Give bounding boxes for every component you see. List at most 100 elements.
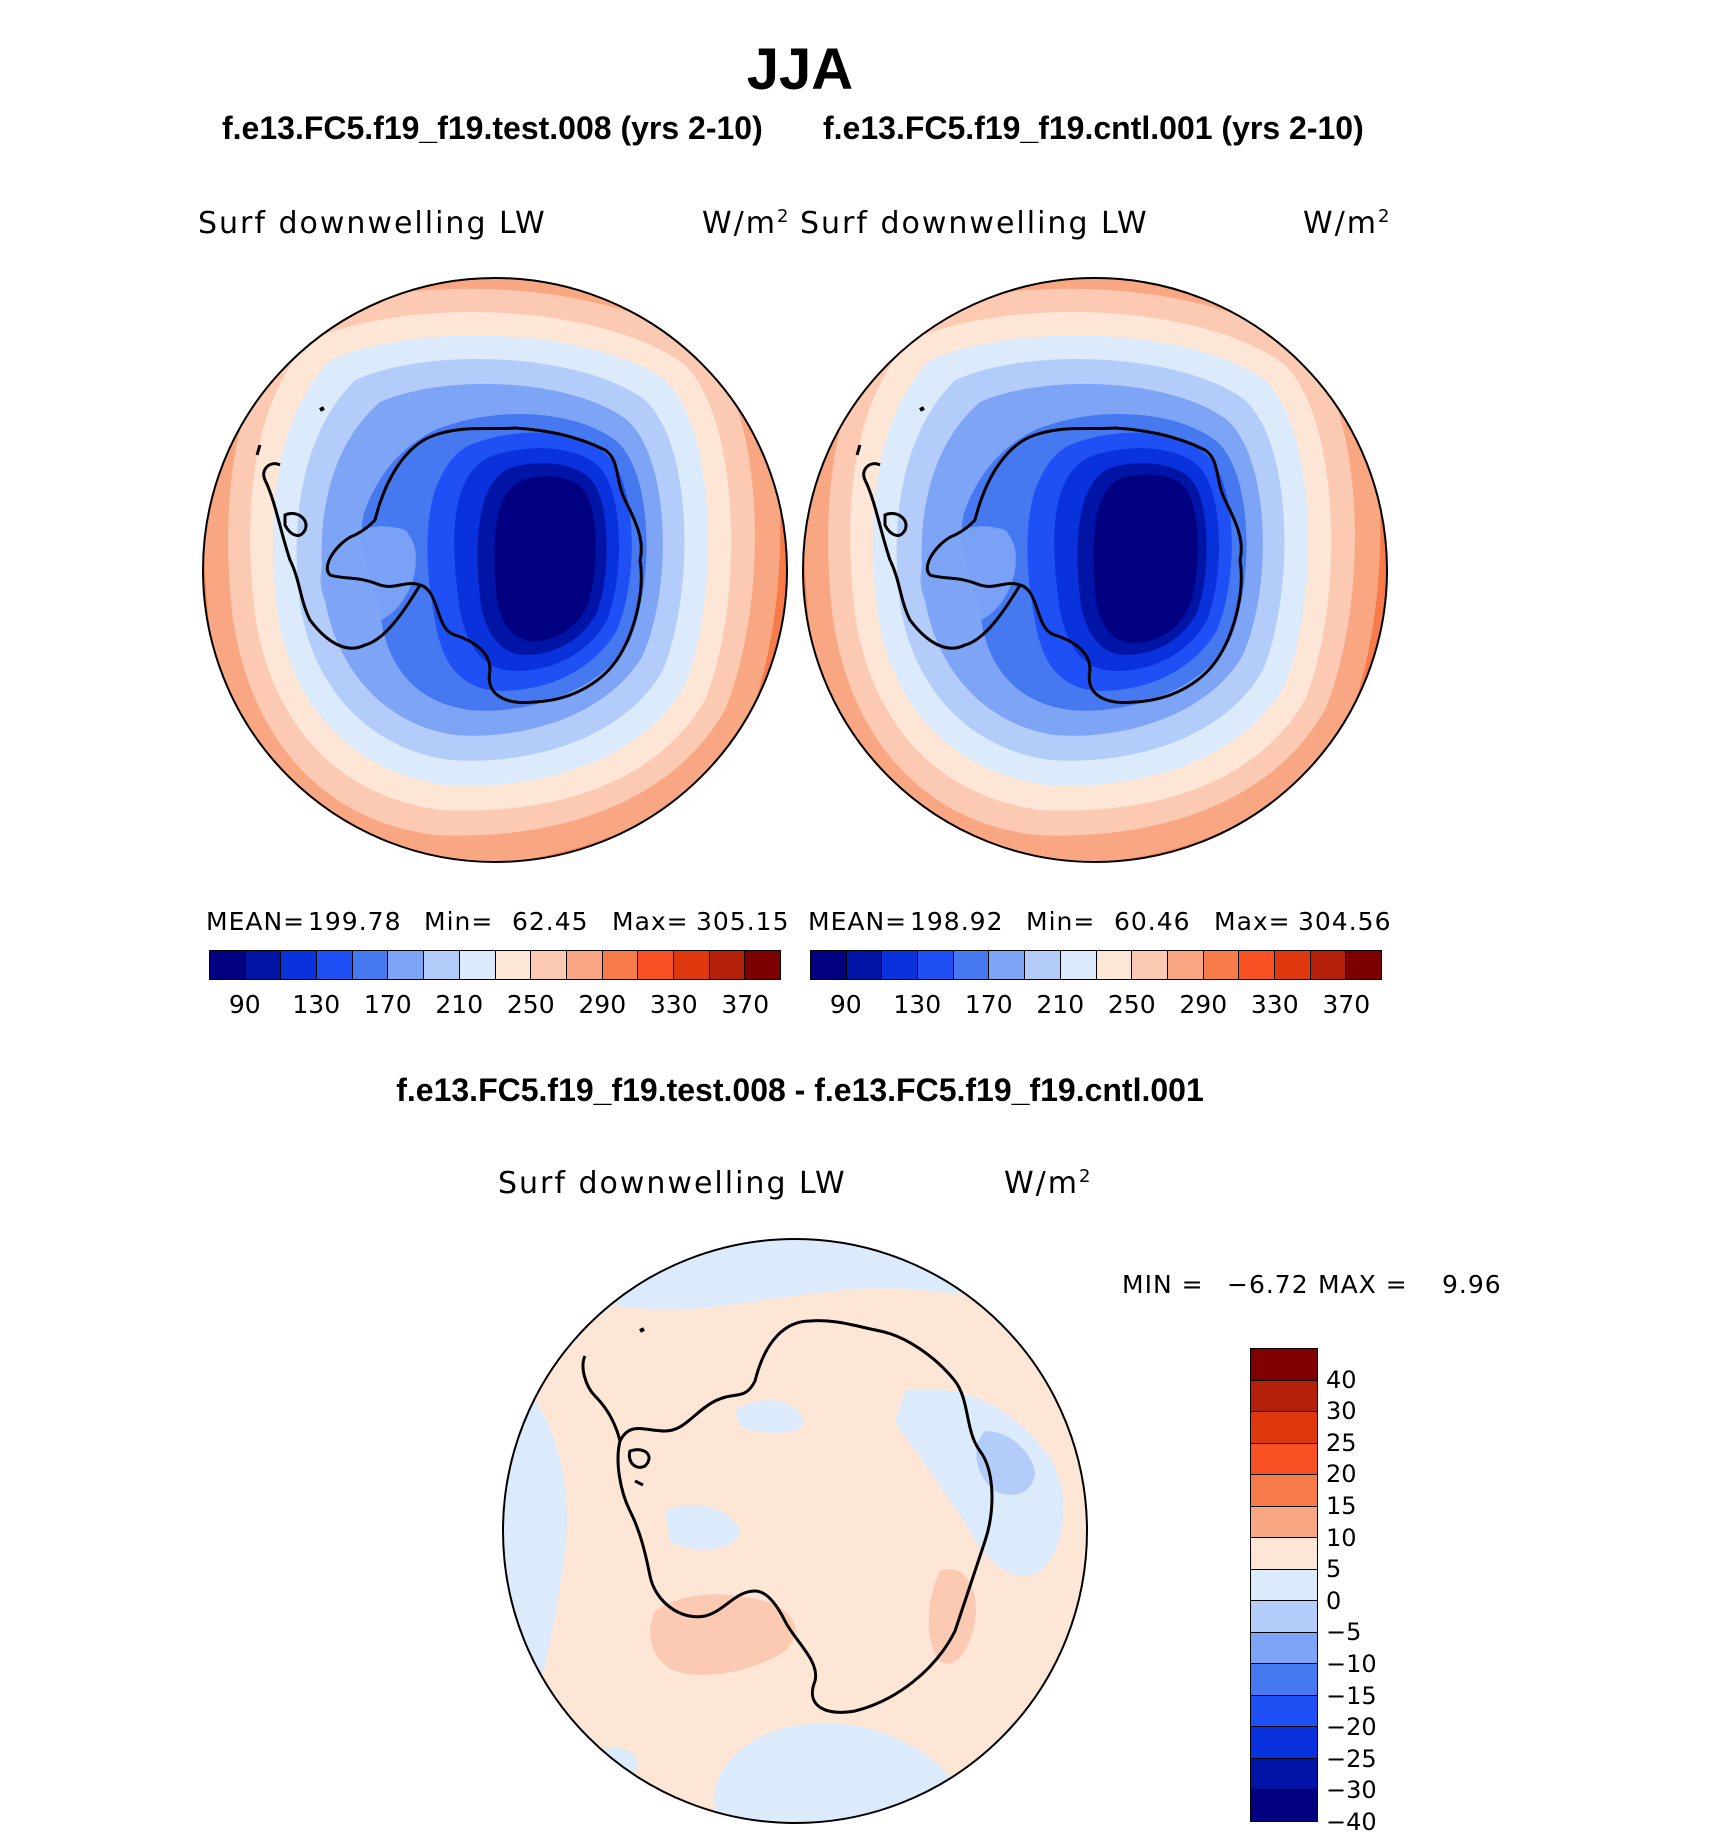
difference-colorbar-swatch [1251,1727,1317,1759]
test-min-label: Min= [424,907,494,936]
diff-max-value: 9.96 [1442,1270,1502,1299]
test-colorbar-swatch [388,951,425,979]
control-colorbar-tick-label: 170 [964,990,1013,1019]
difference-colorbar-swatch [1251,1412,1317,1444]
control-colorbar-tick-label: 210 [1036,990,1085,1019]
control-variable-label: Surf downwelling LW [800,206,1149,241]
diff-variable-label: Surf downwelling LW [498,1166,847,1201]
control-max-value: 304.56 [1298,907,1392,936]
difference-title: f.e13.FC5.f19_f19.test.008 - f.e13.FC5.f… [396,1072,1204,1108]
difference-colorbar-tick-label: −15 [1326,1681,1377,1710]
difference-colorbar-swatch [1251,1538,1317,1570]
test-colorbar-swatch [673,951,710,979]
test-colorbar-swatch [566,951,603,979]
difference-colorbar-tick-label: 5 [1326,1555,1342,1584]
diff-min-label: MIN = [1122,1270,1204,1299]
control-max-label: Max= [1214,907,1291,936]
test-colorbar-swatch [459,951,496,979]
control-colorbar-swatch [918,951,954,979]
control-min-label: Min= [1026,907,1096,936]
difference-colorbar-swatch [1251,1475,1317,1507]
test-max-value: 305.15 [696,907,790,936]
test-units-label: W/m2 [702,206,791,241]
control-colorbar-tick-label: 290 [1179,990,1228,1019]
control-colorbar-ticks: 90 130 170 210 250 290 330 370 [810,990,1382,1020]
control-colorbar-swatch [1167,951,1204,979]
figure-title: JJA [746,37,854,102]
control-units-label: W/m2 [1303,206,1392,241]
test-variable-label: Surf downwelling LW [198,206,547,241]
difference-colorbar-tick-label: −20 [1326,1713,1377,1742]
difference-colorbar-ticks: 40 30 25 20 15 10 5 0 −5 −10 −15 −20 −25 −30 −40 [1326,1348,1406,1836]
control-polar-map [802,277,1388,863]
control-colorbar-swatch [1310,951,1347,979]
control-mean-value: 198.92 [910,907,1004,936]
test-colorbar-swatch [709,951,746,979]
difference-colorbar-swatch [1251,1569,1317,1602]
test-polar-map [202,277,788,863]
control-colorbar-tick-label: 250 [1107,990,1156,1019]
control-stats: MEAN= 198.92 Min= 60.46 Max= 304.56 [808,907,1392,937]
difference-colorbar-tick-label: −40 [1326,1808,1377,1836]
control-colorbar-swatch [882,951,919,979]
test-max-label: Max= [612,907,689,936]
test-colorbar-tick-label: 170 [363,990,412,1019]
test-mean-label: MEAN= [206,907,306,936]
control-min-value: 60.46 [1114,907,1191,936]
control-colorbar-swatch [1096,951,1133,979]
difference-colorbar-swatch [1251,1601,1317,1633]
difference-colorbar-tick-label: 15 [1326,1492,1357,1520]
test-colorbar-ticks: 90 130 170 210 250 290 330 370 [209,990,781,1020]
control-colorbar-tick-label: 330 [1250,990,1299,1019]
diff-max-label: MAX = [1318,1270,1408,1299]
control-colorbar-swatch [1346,951,1381,979]
test-colorbar [209,950,781,980]
test-colorbar-swatch [245,951,282,979]
difference-colorbar-swatch [1251,1443,1317,1476]
control-colorbar-swatch [989,951,1026,979]
test-colorbar-swatch [352,951,389,979]
test-colorbar-tick-label: 250 [506,990,555,1019]
control-colorbar-swatch [1274,951,1311,979]
test-colorbar-tick-label: 330 [649,990,698,1019]
difference-colorbar-tick-label: −10 [1326,1650,1377,1678]
difference-colorbar-tick-label: 30 [1326,1397,1357,1426]
diff-min-value: −6.72 [1227,1270,1309,1299]
test-colorbar-swatch [424,951,460,979]
control-colorbar-swatch [1203,951,1240,979]
control-colorbar-swatch [1025,951,1061,979]
test-colorbar-swatch [281,951,318,979]
difference-colorbar-swatch [1251,1695,1317,1728]
test-colorbar-swatch [602,951,639,979]
difference-colorbar-tick-label: −25 [1326,1744,1377,1773]
difference-colorbar-tick-label: 40 [1326,1365,1357,1394]
test-colorbar-tick-label: 130 [292,990,341,1019]
test-colorbar-swatch [317,951,353,979]
difference-colorbar-swatch [1251,1664,1317,1696]
test-mean-value: 199.78 [308,907,402,936]
difference-colorbar [1250,1348,1318,1822]
difference-colorbar-tick-label: 10 [1326,1523,1357,1552]
control-colorbar-swatch [846,951,883,979]
difference-colorbar-tick-label: −5 [1326,1618,1362,1647]
difference-colorbar-swatch [1251,1349,1317,1381]
test-min-value: 62.45 [512,907,589,936]
test-colorbar-tick-label: 210 [435,990,484,1019]
difference-colorbar-tick-label: 25 [1326,1428,1357,1457]
control-mean-label: MEAN= [808,907,908,936]
difference-colorbar-tick-label: 20 [1326,1460,1357,1489]
control-colorbar-swatch [1132,951,1168,979]
difference-polar-map [502,1238,1088,1824]
control-colorbar-swatch [953,951,990,979]
test-colorbar-swatch [531,951,567,979]
difference-colorbar-swatch [1251,1758,1317,1791]
diff-units-label: W/m2 [1004,1166,1093,1201]
difference-colorbar-tick-label: −30 [1326,1776,1377,1805]
test-colorbar-swatch [638,951,674,979]
test-stats: MEAN= 199.78 Min= 62.45 Max= 305.15 [206,907,790,937]
control-colorbar-tick-label: 370 [1322,990,1371,1019]
test-colorbar-tick-label: 90 [228,990,261,1019]
test-colorbar-tick-label: 370 [721,990,770,1019]
test-colorbar-swatch [210,951,246,979]
test-case-title: f.e13.FC5.f19_f19.test.008 (yrs 2-10) [222,110,763,146]
